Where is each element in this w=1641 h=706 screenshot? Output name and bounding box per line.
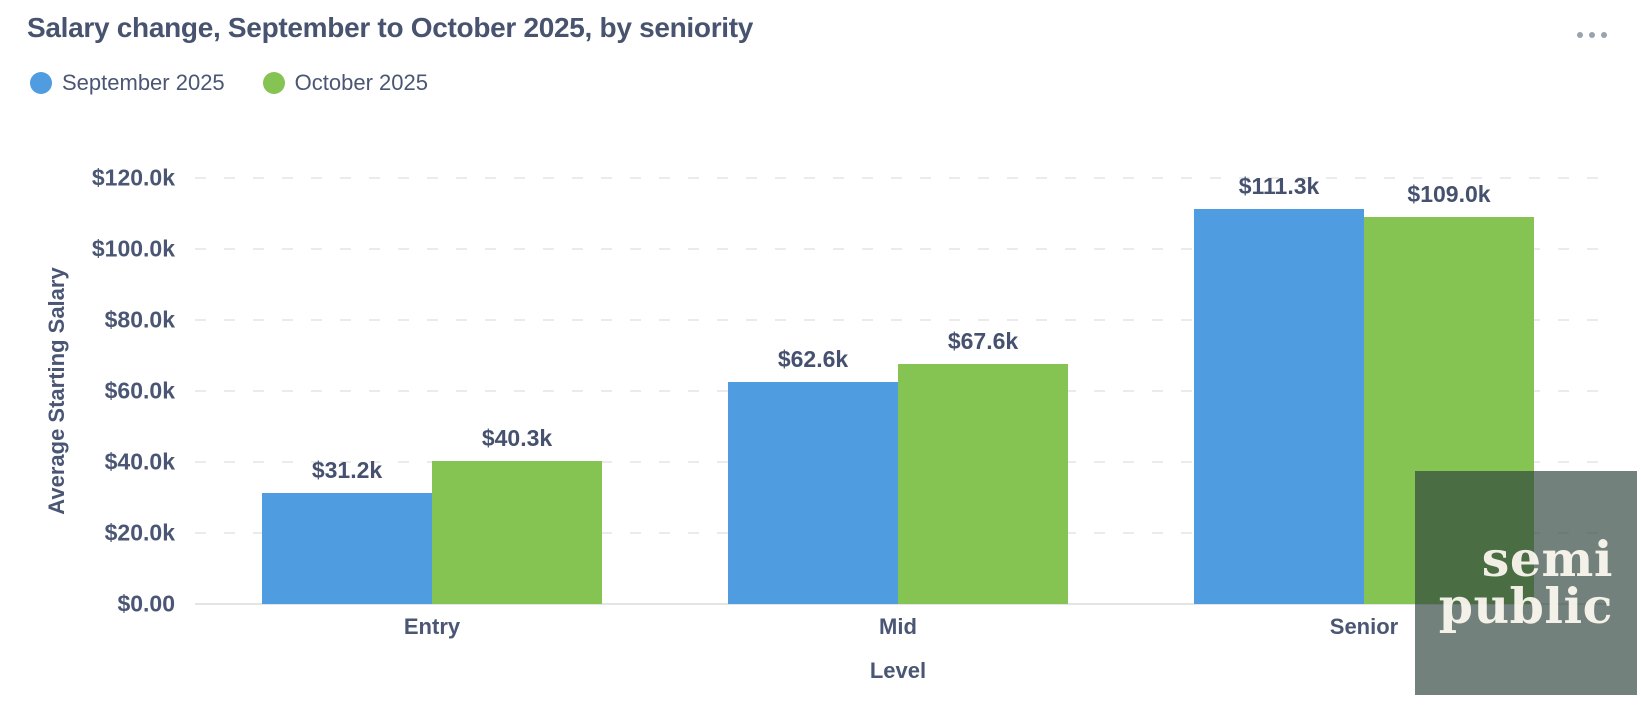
y-tick-label: $20.0k xyxy=(104,519,175,546)
bar-september-2025-senior[interactable] xyxy=(1194,209,1364,604)
watermark: semi public xyxy=(1415,471,1637,695)
value-label-october-2025-mid: $67.6k xyxy=(947,328,1019,354)
value-label-september-2025-mid: $62.6k xyxy=(777,346,849,372)
legend-item-october-2025[interactable]: October 2025 xyxy=(262,70,428,96)
y-tick-label: $40.0k xyxy=(104,448,175,475)
bar-october-2025-mid[interactable] xyxy=(898,364,1068,604)
watermark-line: public xyxy=(1438,577,1613,635)
more-options-icon[interactable] xyxy=(1573,28,1611,42)
plot-area: Level $0.00 $20.0k $40.0k $60.0k $80.0k $100.… xyxy=(92,165,1607,683)
dot xyxy=(1601,32,1607,38)
legend-item-september-2025[interactable]: September 2025 xyxy=(30,70,225,96)
bar-september-2025-entry[interactable] xyxy=(262,493,432,604)
gridline xyxy=(195,319,1607,321)
x-tick-label-mid: Mid xyxy=(879,614,917,639)
y-tick-label: $60.0k xyxy=(104,377,175,404)
watermark-line: semi xyxy=(1481,530,1613,588)
gridline xyxy=(195,248,1607,250)
legend-label: September 2025 xyxy=(62,70,225,95)
chart-title: Salary change, September to October 2025… xyxy=(27,12,754,43)
value-label-september-2025-entry: $31.2k xyxy=(311,457,383,483)
y-tick-label: $80.0k xyxy=(104,306,175,333)
y-tick-label: $0.00 xyxy=(117,590,175,617)
y-tick-label: $100.0k xyxy=(91,235,175,262)
legend: September 2025 October 2025 xyxy=(30,70,428,96)
legend-swatch-icon xyxy=(262,72,285,94)
x-tick-label-entry: Entry xyxy=(403,614,461,639)
x-tick-label-senior: Senior xyxy=(1329,614,1399,639)
gridline xyxy=(195,177,1607,179)
bar-october-2025-entry[interactable] xyxy=(432,461,602,604)
value-label-october-2025-entry: $40.3k xyxy=(481,425,553,451)
value-label-october-2025-senior: $109.0k xyxy=(1407,181,1491,207)
legend-label: October 2025 xyxy=(294,70,428,95)
value-label-september-2025-senior: $111.3k xyxy=(1238,173,1320,199)
dot xyxy=(1577,32,1583,38)
x-axis-title: Level xyxy=(869,658,927,683)
y-axis-title: Average Starting Salary xyxy=(44,267,69,515)
bar-september-2025-mid[interactable] xyxy=(728,382,898,604)
x-axis-baseline xyxy=(195,603,1607,605)
legend-swatch-icon xyxy=(30,72,52,94)
dot xyxy=(1589,32,1595,38)
y-tick-label: $120.0k xyxy=(91,164,175,191)
